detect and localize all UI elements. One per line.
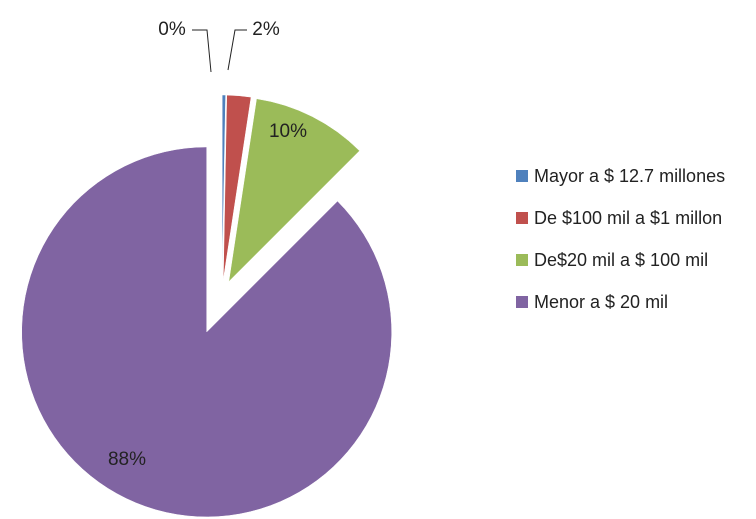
legend-swatch bbox=[516, 212, 528, 224]
leader-line bbox=[192, 29, 212, 73]
pie-slice bbox=[228, 98, 360, 283]
data-label: 88% bbox=[108, 449, 146, 470]
legend-label: Menor a $ 20 mil bbox=[534, 292, 669, 312]
legend-item: De $100 mil a $1 millon bbox=[516, 206, 746, 230]
legend-swatch bbox=[516, 254, 528, 266]
leader-line bbox=[227, 29, 247, 71]
data-label: 0% bbox=[158, 19, 186, 40]
data-label: 10% bbox=[269, 121, 307, 142]
legend: Mayor a $ 12.7 millones De $100 mil a $1 … bbox=[516, 164, 746, 332]
legend-swatch bbox=[516, 170, 528, 182]
legend-swatch bbox=[516, 296, 528, 308]
data-label: 2% bbox=[252, 19, 280, 40]
legend-label: De$20 mil a $ 100 mil bbox=[534, 250, 709, 270]
legend-item: Menor a $ 20 mil bbox=[516, 290, 746, 314]
legend-label: Mayor a $ 12.7 millones bbox=[534, 166, 726, 186]
pie-slice bbox=[221, 94, 226, 281]
legend-item: Mayor a $ 12.7 millones bbox=[516, 164, 746, 188]
legend-label: De $100 mil a $1 millon bbox=[534, 208, 723, 228]
pie-slice bbox=[223, 94, 252, 281]
pie-slice bbox=[21, 146, 392, 518]
legend-item: De$20 mil a $ 100 mil bbox=[516, 248, 746, 272]
